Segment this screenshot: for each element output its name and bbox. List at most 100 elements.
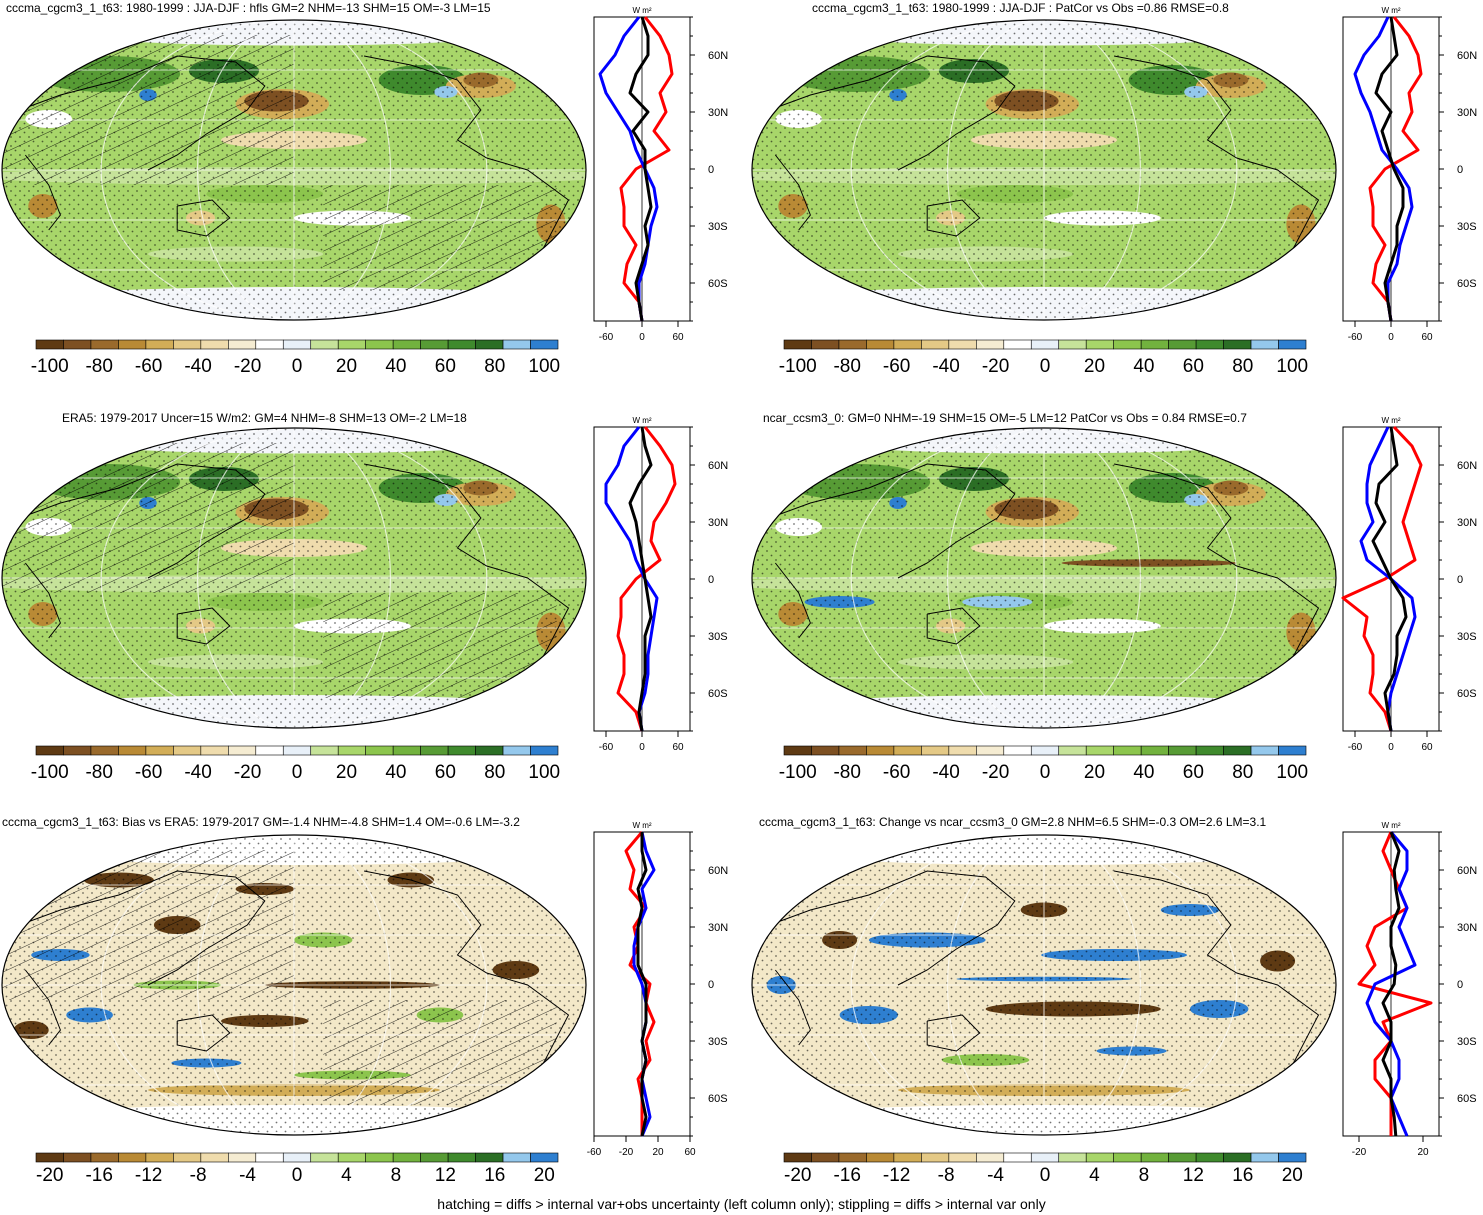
profile-tick-label: -20	[619, 1147, 634, 1158]
colorbar-box	[255, 1152, 284, 1163]
profile-line-blue	[1365, 831, 1417, 1137]
graticule	[2, 20, 586, 320]
profile-tick-label: 60	[684, 1147, 696, 1158]
colorbar-box	[1030, 1152, 1060, 1163]
profile-line-red	[616, 426, 677, 732]
profile-unit: W m²	[1381, 416, 1400, 425]
lat-tick-label: 30N	[708, 922, 728, 934]
colorbar-label: 0	[292, 1165, 303, 1186]
colorbar-box	[118, 339, 147, 350]
map-4	[751, 427, 1337, 729]
colorbar-label: -20	[982, 762, 1009, 783]
profile-tick-label: 60	[1421, 332, 1433, 343]
colorbar-box	[1168, 745, 1197, 756]
graticule	[2, 835, 586, 1135]
colorbar-label: 60	[435, 356, 456, 377]
colorbar-3: -100 -80 -60 -40 -20 0 20 40 60 80 100	[31, 745, 560, 783]
panel-title-p2: cccma_cgcm3_1_t63: 1980-1999 : JJA-DJF :…	[812, 1, 1229, 15]
lat-tick-label: 0	[708, 574, 714, 586]
colorbar-box	[1030, 745, 1060, 756]
colorbar-label: 80	[484, 356, 505, 377]
colorbar-box	[921, 1152, 950, 1163]
colorbar-box	[838, 1152, 867, 1163]
lat-tick-label: 0	[1457, 979, 1463, 991]
colorbar-box	[310, 1152, 339, 1163]
colorbar-label: -40	[184, 762, 211, 783]
coastlines	[19, 55, 570, 276]
profile-tick-label: 60	[672, 742, 684, 753]
lat-tick-label: 60N	[708, 460, 728, 472]
colorbar-box	[35, 1152, 64, 1163]
colorbar-box	[976, 745, 1005, 756]
colorbar-box	[1003, 339, 1032, 350]
colorbar-label: -40	[184, 356, 211, 377]
colorbar-box	[1140, 1152, 1169, 1163]
colorbar-box	[200, 339, 229, 350]
panel-title-p6: cccma_cgcm3_1_t63: Change vs ncar_ccsm3_…	[759, 815, 1267, 829]
profile-tick-label: 60	[672, 332, 684, 343]
colorbar-6: -20 -16 -12 -8 -4 0 4 8 12 16 20	[783, 1152, 1307, 1186]
profile-line-black	[1371, 426, 1408, 732]
colorbar-label: -80	[833, 762, 860, 783]
colorbar-box	[173, 1152, 202, 1163]
lat-tick-label: 30S	[1457, 631, 1477, 643]
colorbar-label: 20	[1084, 762, 1105, 783]
colorbar-1: -100 -80 -60 -40 -20 0 20 40 60 80 100	[31, 339, 560, 377]
colorbar-box	[1113, 745, 1142, 756]
colorbar-label: -100	[779, 762, 817, 783]
colorbar-box	[337, 339, 366, 350]
colorbar-box	[118, 745, 147, 756]
coastlines	[19, 870, 570, 1091]
colorbar-label: -20	[234, 762, 261, 783]
colorbar-box	[893, 339, 922, 350]
lat-tick-label: 30S	[1457, 221, 1477, 233]
colorbar-label: 20	[336, 356, 357, 377]
colorbar-box	[228, 1152, 257, 1163]
colorbar-label: 0	[292, 762, 303, 783]
colorbar-5: -20 -16 -12 -8 -4 0 4 8 12 16 20	[35, 1152, 559, 1186]
colorbar-box	[530, 745, 559, 756]
colorbar-label: -12	[883, 1165, 910, 1186]
zonal-profile-4: W m² 60N 30N 0 30S 60S -60 0 60	[1341, 416, 1477, 753]
colorbar-4: -100 -80 -60 -40 -20 0 20 40 60 80 100	[779, 745, 1308, 783]
coastlines	[769, 55, 1320, 276]
coastlines	[19, 463, 570, 684]
colorbar-box	[145, 745, 174, 756]
colorbar-label: 40	[1133, 762, 1154, 783]
profile-line-black	[628, 426, 653, 732]
colorbar-box	[1030, 339, 1060, 350]
map-outline	[1, 427, 587, 729]
profile-tick-label: -60	[599, 332, 614, 343]
colorbar-box	[783, 1152, 812, 1163]
panel-title-p1: cccma_cgcm3_1_t63: 1980-1999 : JJA-DJF :…	[6, 1, 491, 15]
colorbar-box	[1278, 1152, 1307, 1163]
colorbar-box	[1058, 1152, 1087, 1163]
lat-tick-label: 0	[1457, 574, 1463, 586]
colorbar-box	[282, 339, 312, 350]
zonal-profile-6: W m² 60N 30N 0 30S 60S -20 20	[1342, 821, 1477, 1158]
colorbar-box	[1085, 339, 1114, 350]
lat-tick-label: 60S	[708, 688, 728, 700]
colorbar-label: -20	[784, 1165, 811, 1186]
colorbar-box	[1223, 1152, 1252, 1163]
colorbar-box	[1003, 745, 1032, 756]
profile-unit: W m²	[1381, 821, 1400, 830]
colorbar-label: -12	[135, 1165, 162, 1186]
zonal-profile-2: W m² 60N 30N 0 30S 60S -60 0 60	[1342, 6, 1477, 343]
colorbar-box	[63, 339, 92, 350]
map-6	[751, 834, 1337, 1136]
colorbar-label: 60	[1183, 356, 1204, 377]
profile-unit: W m²	[632, 6, 651, 15]
colorbar-label: 12	[435, 1165, 456, 1186]
colorbar-label: 40	[1133, 356, 1154, 377]
colorbar-label: 100	[1276, 356, 1308, 377]
profile-line-black	[636, 832, 648, 1137]
colorbar-box	[1113, 339, 1142, 350]
colorbar-box	[921, 339, 950, 350]
zonal-profile-5: W m² 60N 30N 0 30S 60S -60 -20 20 60	[587, 821, 728, 1158]
map-outline	[751, 834, 1337, 1136]
colorbar-box	[1085, 1152, 1114, 1163]
colorbar-label: -80	[85, 356, 112, 377]
colorbar-box	[475, 339, 504, 350]
colorbar-box	[1195, 339, 1224, 350]
